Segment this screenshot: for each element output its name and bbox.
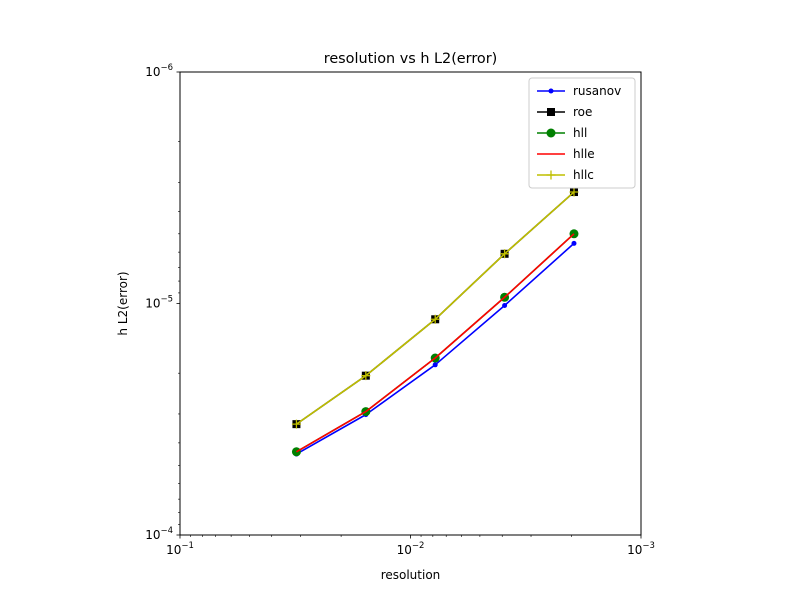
- legend-marker-rusanov: [548, 88, 554, 94]
- legend-marker-roe: [547, 108, 555, 116]
- data-point-hllc: [500, 249, 510, 259]
- x-tick-label: 10−2: [397, 541, 425, 557]
- series-layer: [291, 187, 579, 457]
- chart-title: resolution vs h L2(error): [324, 51, 498, 67]
- ticks-layer: 10−1 10−2 10−3 10−4 10−5 10−6: [145, 63, 655, 557]
- legend-label-hlle: hlle: [573, 147, 595, 161]
- data-point-hllc: [291, 419, 301, 429]
- legend-label-hllc: hllc: [573, 168, 594, 182]
- legend-label-rusanov: rusanov: [573, 84, 621, 98]
- data-point-rusanov: [502, 302, 508, 308]
- legend-marker-hll: [546, 128, 556, 138]
- legend: rusanov roe hll hlle hllc: [528, 77, 636, 189]
- data-point-rusanov: [432, 362, 438, 368]
- x-tick-label: 10−1: [166, 541, 194, 557]
- y-tick-label: 10−4: [145, 526, 173, 542]
- legend-marker-hllc: [546, 170, 556, 180]
- legend-label-hll: hll: [573, 126, 587, 140]
- data-point-hll: [291, 447, 301, 457]
- data-point-hllc: [430, 314, 440, 324]
- y-axis-title: h L2(error): [116, 271, 130, 335]
- x-axis-title: resolution: [381, 568, 441, 582]
- data-point-rusanov: [571, 240, 577, 246]
- series-line-hlle: [296, 233, 575, 453]
- series-hlle: [296, 233, 575, 453]
- y-tick-label: 10−6: [145, 63, 173, 79]
- series-hllc: [291, 187, 579, 429]
- y-tick-label: 10−5: [145, 295, 173, 311]
- legend-label-roe: roe: [573, 105, 592, 119]
- legend-box: [528, 77, 636, 189]
- data-point-hllc: [569, 187, 579, 197]
- x-tick-label: 10−3: [627, 541, 655, 557]
- data-point-hllc: [361, 371, 371, 381]
